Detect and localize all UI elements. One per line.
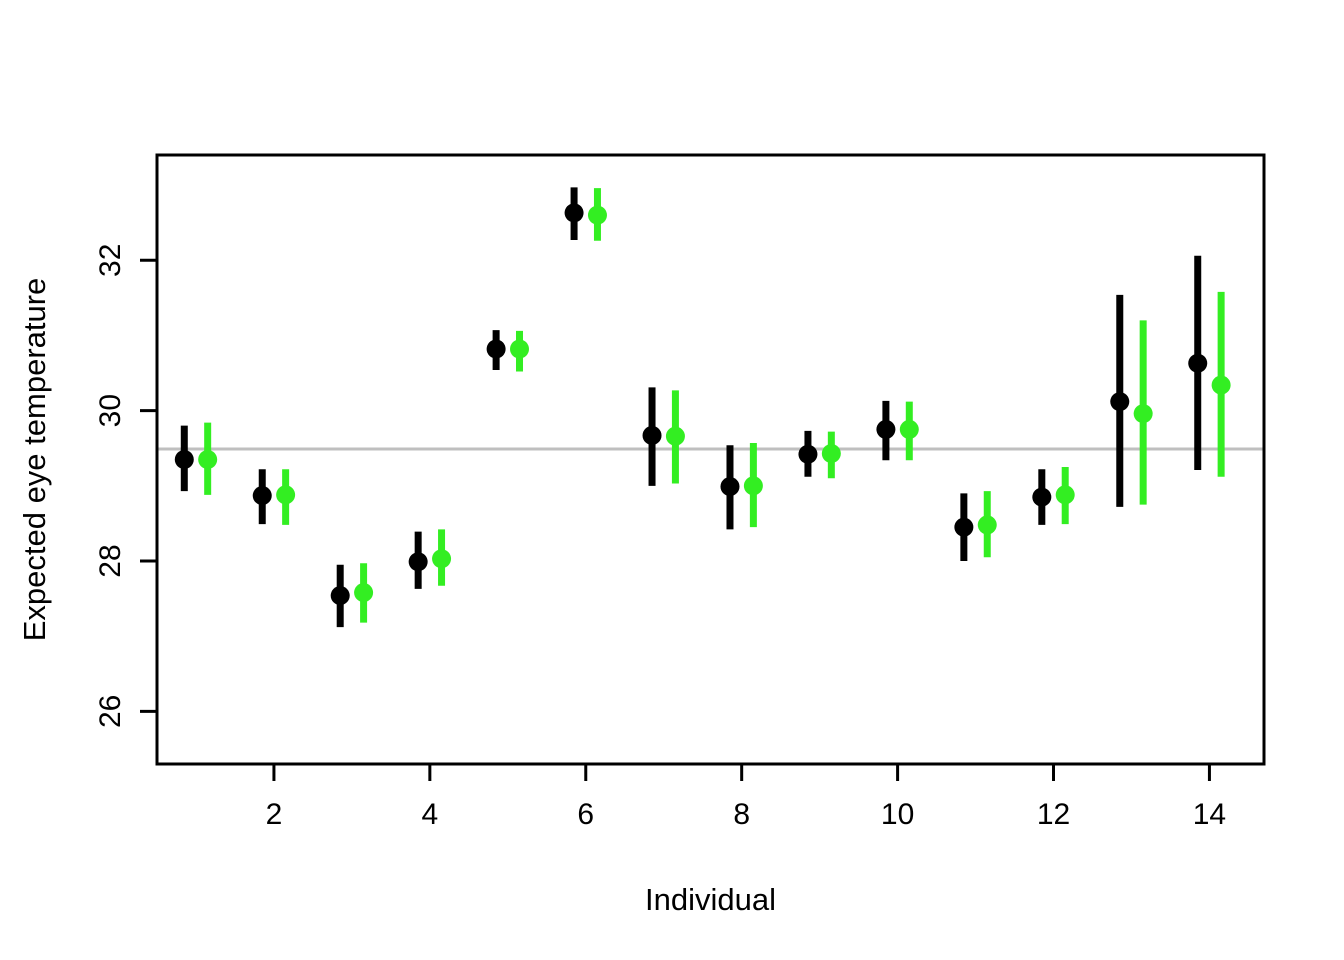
x-axis-tick-label: 6 bbox=[577, 798, 594, 831]
y-axis-tick-label: 28 bbox=[94, 544, 127, 577]
x-axis-tick-label: 8 bbox=[733, 798, 750, 831]
data-point bbox=[276, 485, 296, 505]
y-axis-tick-label: 30 bbox=[94, 394, 127, 427]
data-point bbox=[1032, 487, 1052, 507]
data-point bbox=[198, 450, 218, 469]
data-point bbox=[1188, 353, 1208, 373]
data-point bbox=[252, 486, 272, 506]
data-point bbox=[977, 515, 997, 535]
data-point bbox=[354, 583, 374, 603]
data-point bbox=[665, 426, 685, 446]
data-point bbox=[432, 549, 452, 569]
data-point bbox=[408, 552, 428, 572]
y-axis-tick-label: 32 bbox=[94, 244, 127, 277]
x-axis-tick-label: 10 bbox=[881, 798, 914, 831]
data-point bbox=[899, 419, 919, 439]
chart-layer: 26 28 30 32 2 4 6 8 10 12 14 Individual Expected eye… bbox=[17, 153, 1266, 917]
y-axis-tick-label: 26 bbox=[94, 695, 127, 728]
plot-frame bbox=[155, 153, 1266, 766]
data-point bbox=[587, 205, 607, 225]
data-point bbox=[1133, 404, 1153, 424]
x-axis-tick-label: 2 bbox=[266, 798, 283, 831]
data-point bbox=[743, 476, 763, 496]
series-black bbox=[174, 187, 1208, 628]
data-point bbox=[642, 425, 662, 445]
y-axis-title: Expected eye temperature bbox=[17, 278, 52, 642]
data-point bbox=[954, 517, 974, 537]
data-point bbox=[174, 450, 194, 469]
series-green bbox=[198, 188, 1231, 623]
data-point bbox=[798, 444, 818, 464]
data-point bbox=[876, 419, 896, 439]
data-point bbox=[564, 203, 584, 223]
data-point bbox=[720, 477, 740, 497]
x-axis-tick-label: 12 bbox=[1037, 798, 1070, 831]
data-point bbox=[1055, 485, 1075, 505]
data-point bbox=[486, 339, 506, 359]
data-point bbox=[510, 339, 530, 359]
data-point bbox=[1211, 375, 1231, 395]
x-axis-tick-label: 4 bbox=[422, 798, 439, 831]
x-axis-title: Individual bbox=[645, 882, 776, 917]
x-axis-tick-label: 14 bbox=[1193, 798, 1226, 831]
data-point bbox=[821, 443, 841, 463]
data-point bbox=[1110, 392, 1130, 412]
data-point bbox=[330, 586, 350, 606]
